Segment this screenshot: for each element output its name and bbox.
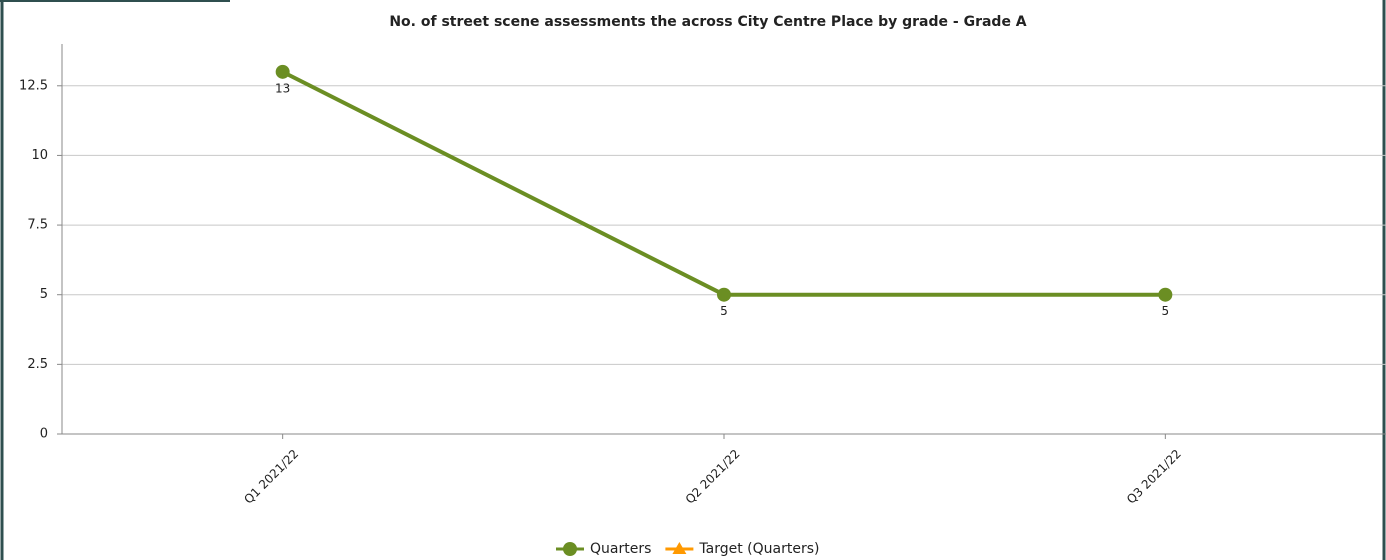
data-label: 5 xyxy=(1162,304,1170,318)
data-point xyxy=(275,64,290,79)
y-tick-label: 0 xyxy=(40,427,48,442)
data-label: 13 xyxy=(275,81,290,95)
legend-marker xyxy=(672,542,687,554)
legend-marker xyxy=(563,542,577,556)
y-tick-label: 12.5 xyxy=(19,78,48,93)
y-tick-label: 5 xyxy=(40,287,48,302)
y-tick-label: 7.5 xyxy=(27,218,48,233)
data-point xyxy=(1158,287,1173,302)
data-label: 5 xyxy=(720,304,728,318)
y-tick-label: 10 xyxy=(31,148,48,163)
y-tick-label: 2.5 xyxy=(27,357,48,372)
chart-title: No. of street scene assessments the acro… xyxy=(389,14,1026,30)
data-point xyxy=(717,287,731,302)
legend-label: Target (Quarters) xyxy=(698,541,819,557)
legend-label: Quarters xyxy=(590,541,651,557)
